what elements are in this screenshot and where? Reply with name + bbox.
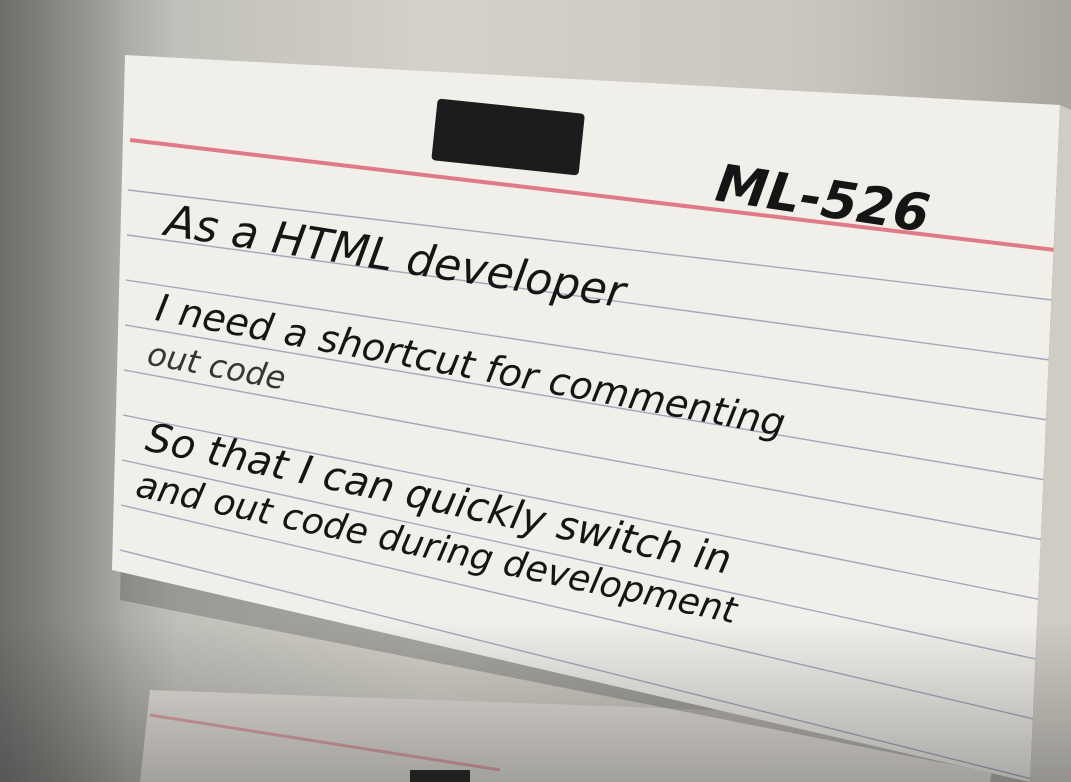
card-behind-tape (410, 770, 470, 782)
card-paper (112, 55, 1060, 782)
tape-strip (431, 98, 585, 176)
ruled-lines (119, 189, 1053, 781)
header-red-rule (129, 138, 1056, 252)
card-edge (1030, 105, 1071, 782)
card-behind-rule (149, 713, 501, 772)
